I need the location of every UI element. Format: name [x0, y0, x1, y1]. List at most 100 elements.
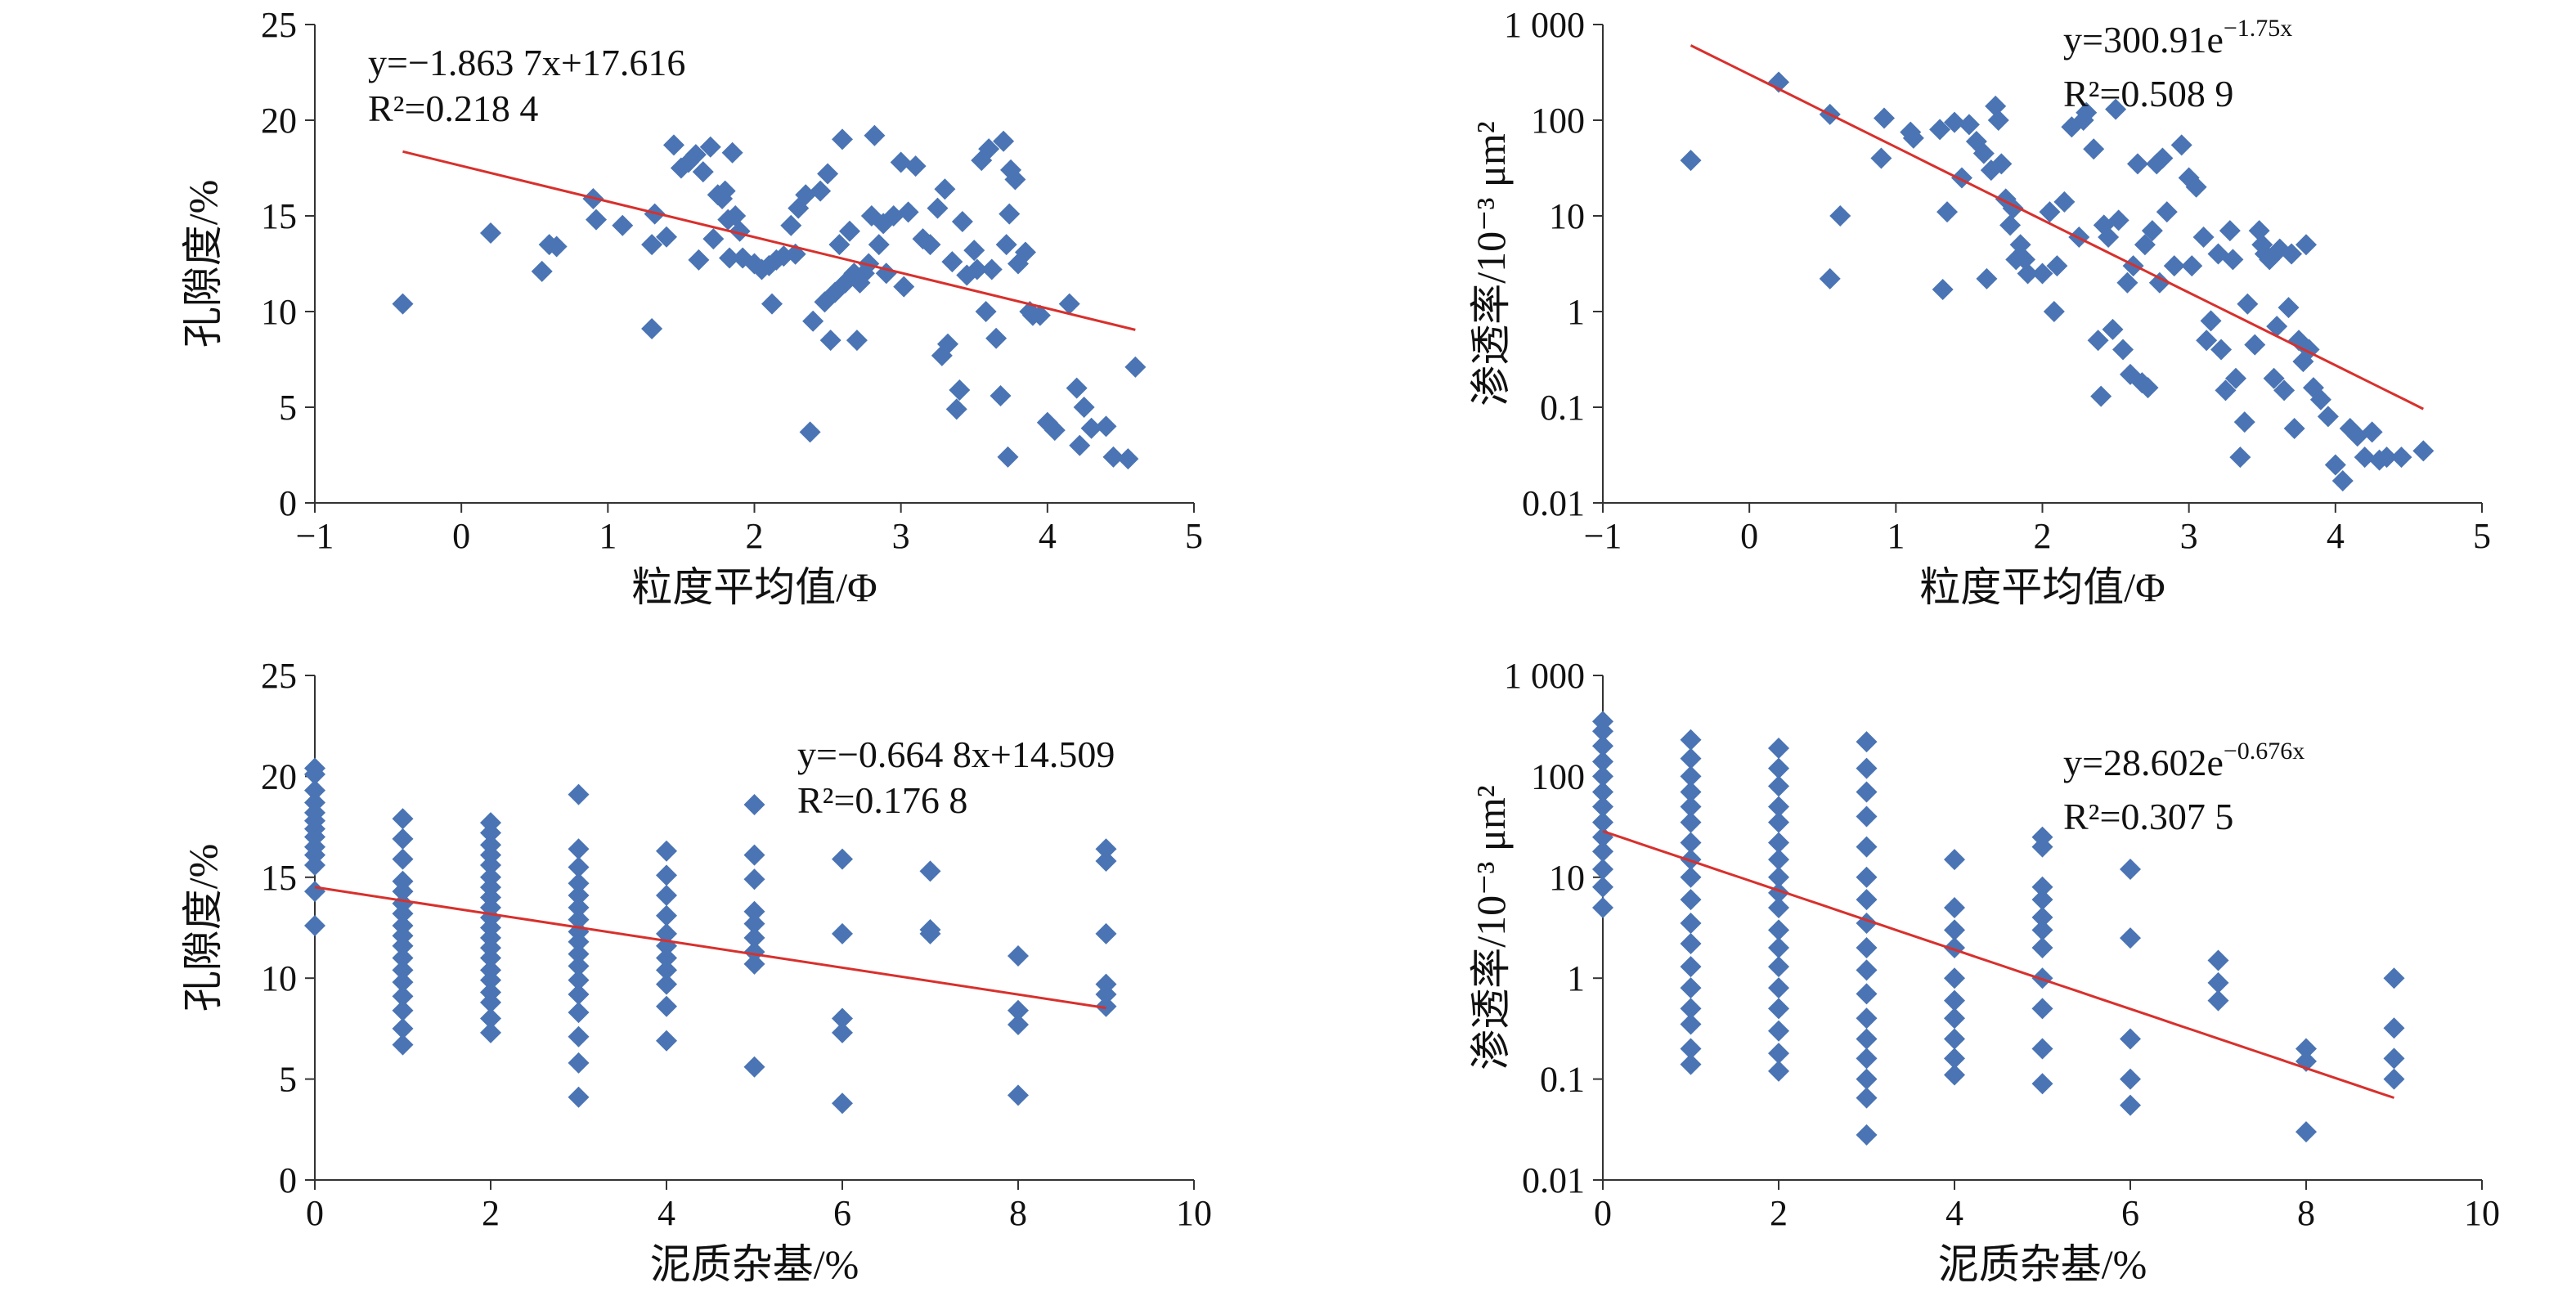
- regression-equation: y=28.602e−0.676x: [2063, 738, 2304, 783]
- chart-porosity-vs-grain-size: −1 0 1 2 3 4 5 0 5 10 15 20 25 粒度平均值/Φ 孔隙度/% y=−1.863 7…: [0, 0, 1288, 653]
- data-point: [828, 234, 850, 256]
- data-point: [1095, 838, 1117, 860]
- data-point: [392, 999, 414, 1021]
- data-point: [568, 1025, 590, 1048]
- x-tick-label: 4: [1945, 1193, 1963, 1233]
- data-point: [1058, 293, 1080, 315]
- data-point: [1680, 747, 1702, 769]
- data-point: [919, 234, 941, 256]
- data-point: [802, 310, 824, 332]
- data-point: [1095, 850, 1117, 873]
- data-point: [1874, 107, 1895, 129]
- data-point: [2309, 388, 2331, 410]
- data-point: [927, 197, 949, 219]
- data-point: [2296, 1050, 2317, 1072]
- y-tick-label: 15: [261, 196, 297, 236]
- data-point: [1902, 127, 1924, 149]
- data-point: [1768, 998, 1789, 1020]
- data-point: [1944, 1048, 1965, 1070]
- data-point: [2120, 927, 2141, 949]
- data-point: [568, 1002, 590, 1024]
- data-point: [819, 330, 841, 352]
- data-point: [1856, 889, 1878, 911]
- data-point: [1680, 866, 1702, 888]
- data-point: [1680, 729, 1702, 751]
- data-point: [2296, 234, 2317, 256]
- data-point: [568, 885, 590, 907]
- data-point: [719, 247, 741, 269]
- data-point: [1950, 167, 1972, 189]
- data-point: [2116, 271, 2138, 294]
- data-point: [304, 915, 325, 937]
- data-point: [568, 896, 590, 918]
- data-point: [1008, 945, 1029, 967]
- data-point: [1870, 147, 1892, 169]
- data-point: [993, 130, 1015, 152]
- data-point: [1768, 956, 1789, 978]
- y-tick-label: 1: [1567, 292, 1585, 332]
- x-tick-label: 0: [452, 516, 470, 556]
- data-point: [743, 793, 765, 815]
- y-tick-label: 15: [261, 858, 297, 898]
- data-point: [2031, 889, 2053, 911]
- data-point: [999, 203, 1021, 225]
- data-point: [1856, 1048, 1878, 1070]
- data-point: [2296, 1121, 2317, 1143]
- y-tick-label: 5: [279, 1060, 297, 1100]
- data-point: [1069, 434, 1091, 456]
- data-point: [1936, 201, 1959, 223]
- x-axis-label: 粒度平均值/Φ: [631, 564, 877, 610]
- data-point: [1768, 1060, 1789, 1082]
- data-point: [2237, 293, 2259, 315]
- data-point: [963, 240, 985, 262]
- x-tick-label: 0: [1740, 516, 1758, 556]
- data-point: [1768, 919, 1789, 941]
- data-point: [2383, 967, 2405, 989]
- data-point: [2219, 220, 2241, 242]
- data-point: [2215, 379, 2237, 402]
- y-tick-label: 10: [261, 292, 297, 332]
- data-point: [304, 792, 325, 814]
- data-point: [799, 421, 821, 443]
- data-point: [1856, 757, 1878, 779]
- data-point: [832, 128, 853, 150]
- data-point: [2283, 417, 2305, 439]
- data-point: [941, 251, 963, 273]
- data-point: [1944, 111, 1965, 133]
- data-point: [1768, 775, 1789, 797]
- x-tick-label: 0: [1594, 1193, 1612, 1233]
- data-point: [656, 904, 677, 926]
- data-point: [1856, 731, 1878, 753]
- data-point: [2296, 1038, 2317, 1060]
- data-point: [2031, 1038, 2053, 1060]
- x-axis-label: 泥质杂基/%: [1938, 1241, 2147, 1287]
- y-axis-label: 孔隙度/%: [180, 844, 226, 1012]
- data-point: [1972, 142, 1995, 164]
- data-point: [1008, 1084, 1029, 1106]
- data-point: [2346, 425, 2368, 447]
- y-tick-label: 0.01: [1522, 483, 1585, 523]
- data-point: [392, 959, 414, 981]
- regression-exponent: −0.676x: [2224, 738, 2304, 765]
- data-point: [2053, 191, 2076, 213]
- data-point: [2298, 339, 2320, 361]
- data-point: [1768, 977, 1789, 999]
- data-point: [1008, 999, 1029, 1021]
- data-point: [1592, 896, 1613, 918]
- data-point: [2046, 255, 2068, 277]
- data-point: [817, 163, 839, 185]
- data-point: [978, 138, 1000, 160]
- data-point: [1768, 937, 1789, 959]
- data-point: [1999, 214, 2022, 236]
- r-squared-value: R²=0.218 4: [368, 87, 538, 129]
- data-point: [392, 1017, 414, 1039]
- data-point: [743, 900, 765, 922]
- data-point: [1066, 377, 1088, 399]
- data-point: [2207, 971, 2229, 994]
- data-point: [1592, 876, 1613, 898]
- data-point: [985, 327, 1008, 349]
- data-point: [480, 222, 501, 245]
- data-point: [1990, 153, 2013, 175]
- x-tick-label: 0: [306, 1193, 324, 1233]
- data-point: [2163, 255, 2185, 277]
